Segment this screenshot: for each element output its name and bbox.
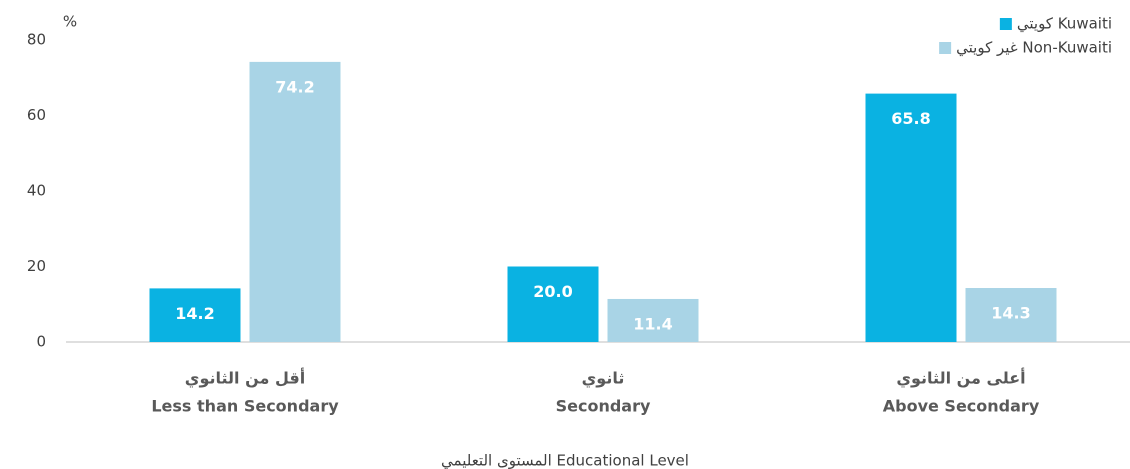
y-tick-label: 20 <box>27 257 46 275</box>
bar <box>507 266 599 342</box>
value-label: 20.0 <box>533 282 572 301</box>
value-label: 11.4 <box>633 314 672 333</box>
x-tick-label: أقل من الثانوي <box>185 368 305 389</box>
x-tick-label: Less than Secondary <box>151 397 339 416</box>
bar <box>149 288 241 342</box>
legend-swatch <box>999 18 1012 30</box>
bar <box>607 298 699 342</box>
y-tick-label: 0 <box>36 333 46 351</box>
bar <box>965 288 1057 342</box>
value-label: 14.3 <box>991 304 1030 323</box>
y-unit: % <box>63 13 77 31</box>
legend-label: كويتي Kuwaiti <box>1017 15 1112 34</box>
legend-label: غير كويتي Non-Kuwaiti <box>956 39 1112 58</box>
bar <box>249 61 341 343</box>
legend-swatch <box>939 42 952 54</box>
x-tick-label: أعلى من الثانوي <box>896 368 1025 389</box>
x-tick-label: ثانوي <box>582 369 625 389</box>
y-tick-label: 40 <box>27 182 46 200</box>
y-tick-label: 80 <box>27 31 46 49</box>
value-label: 74.2 <box>275 77 314 96</box>
value-label: 14.2 <box>175 304 214 323</box>
x-axis-label: المستوى التعليمي Educational Level <box>441 452 689 469</box>
value-label: 65.8 <box>891 109 930 128</box>
y-tick-label: 60 <box>27 106 46 124</box>
bar <box>865 93 957 342</box>
x-tick-label: Secondary <box>556 397 651 416</box>
x-tick-label: Above Secondary <box>883 397 1040 416</box>
